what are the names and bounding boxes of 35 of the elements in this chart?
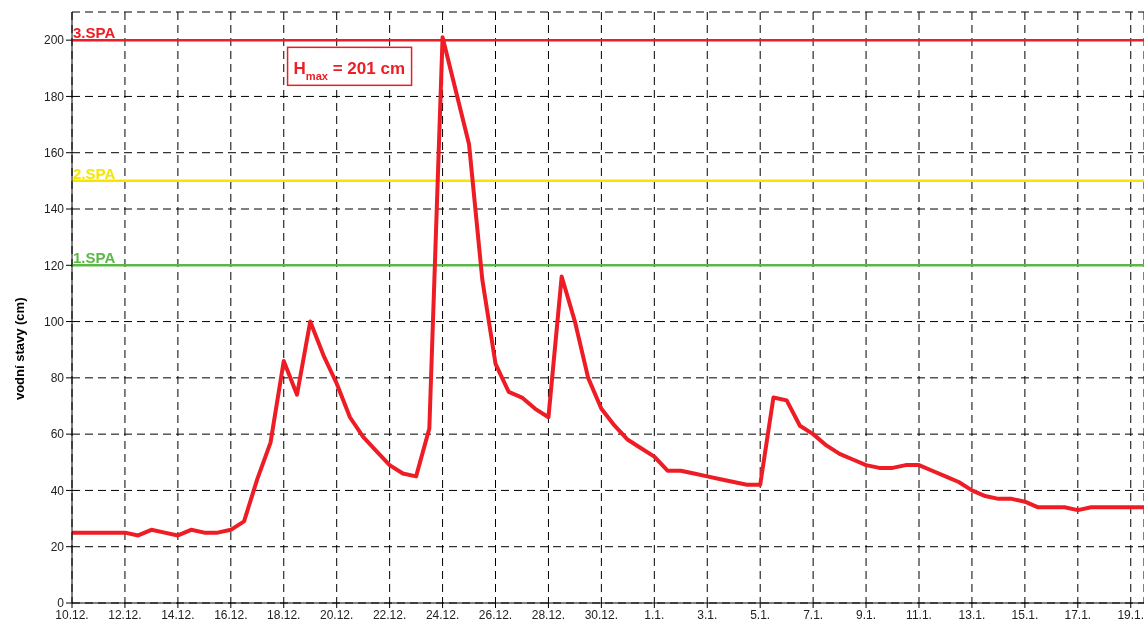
y-tick-label: 20 (50, 539, 65, 554)
x-tick-label: 22.12. (372, 607, 407, 622)
x-tick-label: 13.1. (958, 607, 986, 622)
x-tick-label: 14.12. (161, 607, 195, 622)
x-tick-label: 16.12. (214, 607, 248, 622)
y-tick-label: 140 (43, 202, 65, 217)
y-tick-label: 100 (43, 314, 65, 329)
y-tick-label: 160 (43, 145, 65, 160)
x-tick-label: 3.1. (697, 607, 718, 622)
x-tick-label: 24.12. (425, 607, 460, 622)
x-tick-label: 26.12. (478, 607, 513, 622)
y-tick-label: 200 (43, 33, 65, 48)
x-tick-label: 7.1. (803, 607, 824, 622)
y-tick-label: 80 (50, 371, 65, 386)
ref-line-label: 2.SPA (73, 164, 116, 182)
annotation: H$_{max}$ = 201 cm (293, 59, 406, 83)
x-tick-label: 15.1. (1011, 607, 1039, 622)
x-tick-label: 28.12. (531, 607, 566, 622)
x-tick-label: 1.1. (644, 607, 665, 622)
y-tick-label: 120 (43, 258, 65, 273)
x-tick-label: 20.12. (320, 607, 354, 622)
ref-line-label: 1.SPA (73, 248, 116, 266)
y-tick-label: 40 (50, 483, 65, 498)
x-tick-label: 12.12. (108, 607, 142, 622)
x-tick-label: 17.1. (1064, 607, 1092, 622)
x-tick-label: 5.1. (750, 607, 771, 622)
x-tick-label: 30.12. (584, 607, 619, 622)
y-axis-title: vodní stavy (cm) (11, 297, 27, 401)
x-tick-label: 9.1. (856, 607, 877, 622)
x-tick-label: 18.12. (267, 607, 301, 622)
y-tick-label: 60 (50, 427, 65, 442)
x-tick-label: 11.1. (906, 607, 932, 622)
ref-line-label: 3.SPA (73, 23, 116, 41)
y-tick-label: 180 (43, 89, 65, 104)
x-tick-label: 19.1. (1117, 607, 1144, 622)
